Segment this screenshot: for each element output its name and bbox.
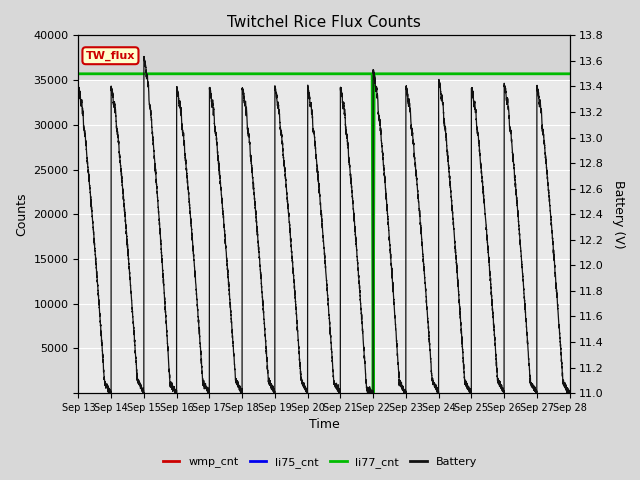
Y-axis label: Counts: Counts	[15, 192, 28, 236]
Legend: wmp_cnt, li75_cnt, li77_cnt, Battery: wmp_cnt, li75_cnt, li77_cnt, Battery	[158, 452, 482, 472]
Title: Twitchel Rice Flux Counts: Twitchel Rice Flux Counts	[227, 15, 421, 30]
Text: TW_flux: TW_flux	[86, 50, 135, 61]
Y-axis label: Battery (V): Battery (V)	[612, 180, 625, 249]
Bar	[79, 36, 570, 80]
Bar	[79, 80, 570, 393]
X-axis label: Time: Time	[308, 419, 339, 432]
